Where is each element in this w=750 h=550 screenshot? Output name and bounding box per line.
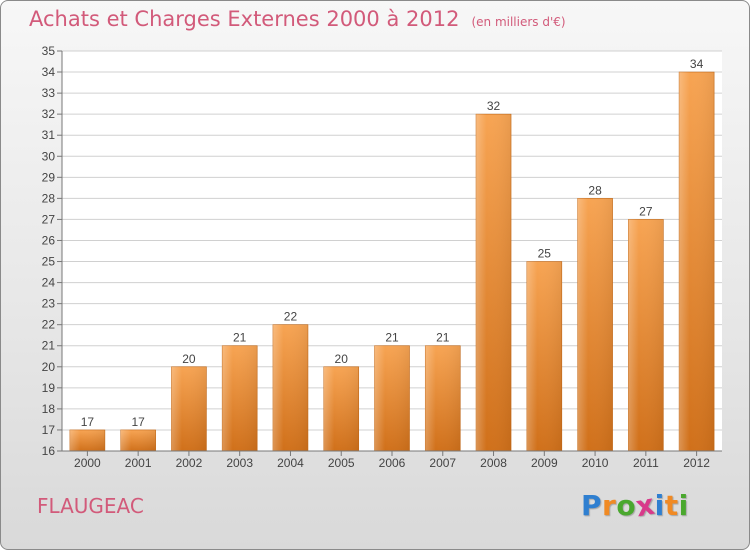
- y-tick-label: 22: [42, 318, 56, 332]
- bar-highlight: [171, 366, 207, 451]
- y-tick-label: 30: [42, 149, 56, 163]
- x-tick-label: 2012: [683, 456, 710, 470]
- data-label: 25: [538, 247, 552, 261]
- y-tick-label: 33: [42, 86, 56, 100]
- y-tick-label: 31: [42, 128, 56, 142]
- data-label: 28: [588, 183, 602, 197]
- bar-highlight: [476, 114, 512, 451]
- data-label: 17: [81, 415, 95, 429]
- chart-unit: (en milliers d'€): [471, 15, 566, 29]
- y-tick-label: 24: [42, 276, 56, 290]
- x-tick-label: 2011: [633, 456, 659, 470]
- commune-name: FLAUGEAC: [37, 494, 144, 518]
- bar-highlight: [272, 324, 308, 451]
- y-tick-label: 16: [42, 444, 56, 458]
- chart-title: Achats et Charges Externes 2000 à 2012 (e…: [29, 7, 566, 31]
- bar-highlight: [679, 72, 715, 451]
- y-tick-label: 23: [42, 297, 56, 311]
- y-tick-label: 34: [42, 65, 56, 79]
- logo-letter: i: [654, 489, 665, 522]
- proxiti-logo: Proxiti: [581, 488, 689, 524]
- y-tick-label: 29: [42, 170, 56, 184]
- y-tick-label: 27: [42, 212, 56, 226]
- logo-letter: i: [678, 489, 689, 522]
- x-tick-label: 2004: [277, 456, 304, 470]
- data-label: 17: [131, 415, 145, 429]
- y-tick-label: 21: [42, 339, 56, 353]
- bar-highlight: [69, 429, 105, 451]
- y-tick-label: 19: [42, 381, 56, 395]
- x-axis: 2000 2001 2002 2003 2004 2005 2006 2007 2008 2009…: [62, 450, 722, 470]
- data-label: 21: [385, 331, 399, 345]
- data-label: 27: [639, 204, 653, 218]
- data-label: 20: [182, 352, 196, 366]
- y-tick-label: 32: [42, 107, 56, 121]
- y-tick-label: 17: [42, 423, 56, 437]
- y-tick-label: 28: [42, 191, 56, 205]
- x-tick-label: 2001: [125, 456, 152, 470]
- data-label: 21: [436, 331, 450, 345]
- bar-highlight: [577, 198, 613, 451]
- bar-highlight: [628, 219, 664, 451]
- y-tick-label: 26: [42, 233, 56, 247]
- bars: 17 17 20 21 22 20 21 21 32 25 28 27 34: [69, 57, 715, 452]
- data-label: 34: [690, 57, 704, 71]
- x-tick-label: 2007: [429, 456, 456, 470]
- data-label: 22: [284, 310, 298, 324]
- data-label: 32: [487, 99, 501, 113]
- x-tick-label: 2005: [328, 456, 355, 470]
- bar-highlight: [222, 345, 258, 451]
- logo-letter: t: [664, 489, 679, 522]
- chart-title-text: Achats et Charges Externes 2000 à 2012: [29, 7, 460, 31]
- bar-highlight: [323, 366, 359, 451]
- bar-highlight: [526, 261, 562, 451]
- x-tick-label: 2010: [582, 456, 609, 470]
- y-axis: 16 17 18 19 20 21 22 23 24 25 26 27 28 29 30 31 32 33 34 35: [42, 44, 63, 458]
- y-tick-label: 35: [42, 44, 56, 58]
- logo-letter: P: [581, 489, 603, 522]
- data-label: 20: [335, 352, 349, 366]
- logo-letter: r: [602, 489, 617, 522]
- x-tick-label: 2000: [74, 456, 101, 470]
- bar-highlight: [374, 345, 410, 451]
- y-tick-label: 18: [42, 402, 56, 416]
- x-tick-label: 2002: [176, 456, 203, 470]
- x-tick-label: 2003: [226, 456, 253, 470]
- x-tick-label: 2006: [379, 456, 406, 470]
- logo-letter: o: [616, 489, 637, 522]
- bar-highlight: [425, 345, 461, 451]
- data-label: 21: [233, 331, 247, 345]
- bar-highlight: [120, 429, 156, 451]
- x-tick-label: 2008: [480, 456, 507, 470]
- y-tick-label: 20: [42, 360, 56, 374]
- y-tick-label: 25: [42, 255, 56, 269]
- x-tick-label: 2009: [531, 456, 558, 470]
